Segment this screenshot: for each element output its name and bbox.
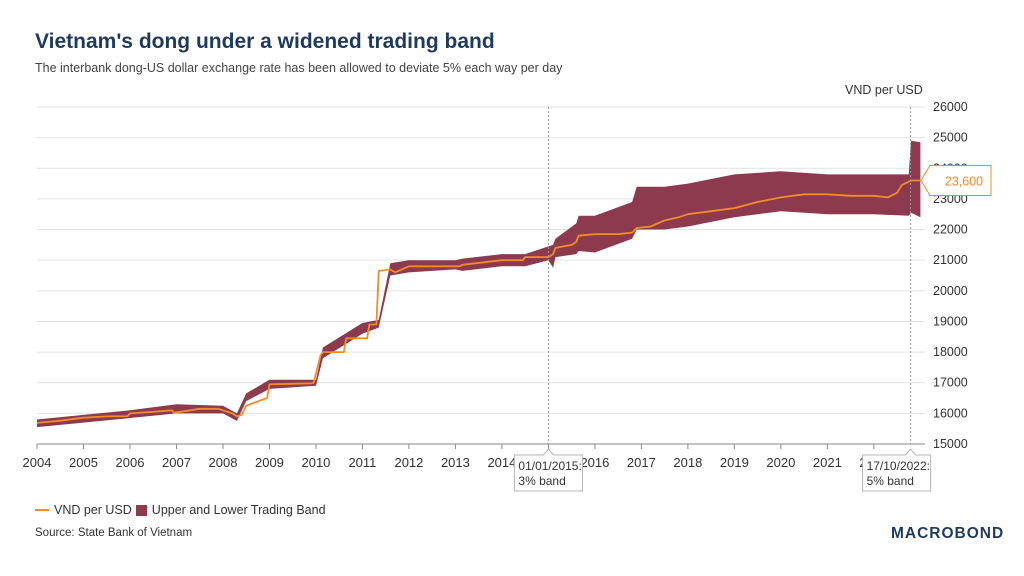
y-tick-label: 22000 <box>933 223 968 237</box>
exchange-rate-series <box>36 179 921 424</box>
y-tick-label: 21000 <box>933 253 968 267</box>
annotation-callout <box>862 448 932 492</box>
x-tick-label: 2009 <box>255 455 284 470</box>
x-tick-label: 2018 <box>673 455 702 470</box>
trading-band-area <box>37 140 921 428</box>
x-tick-label: 2007 <box>162 455 191 470</box>
axes: 15000 16000 17000 18000 19000 20000 21000 22000… <box>23 100 968 470</box>
chart-title: Vietnam's dong under a widened trading b… <box>35 30 495 53</box>
exchange-rate-line <box>36 179 921 424</box>
y-tick-label: 20000 <box>933 284 968 298</box>
x-tick-label: 2019 <box>720 455 749 470</box>
x-tick-label: 2006 <box>116 455 145 470</box>
x-tick-label: 2014 <box>487 455 516 470</box>
y-tick-label: 26000 <box>933 100 968 114</box>
y-tick-label: 16000 <box>933 406 968 420</box>
legend-band-swatch <box>135 504 147 516</box>
y-tick-label: 19000 <box>933 314 968 328</box>
annotation-label-date: 01/01/2015: <box>518 459 581 473</box>
legend-line-swatch <box>35 509 49 511</box>
trading-band <box>37 140 921 428</box>
y-axis-unit-label: VND per USD <box>845 83 923 97</box>
last-value-label: 23,600 <box>945 175 983 189</box>
legend: VND per USD Upper and Lower Trading Band <box>35 503 326 517</box>
x-tick-label: 2011 <box>348 455 376 470</box>
x-tick-label: 2008 <box>209 455 238 470</box>
brand-logo: MACROBOND <box>891 525 1005 542</box>
x-tick-label: 2012 <box>394 455 423 470</box>
last-value-callout <box>920 165 992 197</box>
legend-band-label: Upper and Lower Trading Band <box>151 503 326 517</box>
y-tick-label: 25000 <box>933 131 968 145</box>
x-tick-label: 2004 <box>23 455 52 470</box>
x-tick-label: 2005 <box>69 455 98 470</box>
x-tick-label: 2010 <box>301 455 330 470</box>
annotation-label-band: 3% band <box>518 474 565 488</box>
annotation-label-band: 5% band <box>867 474 914 488</box>
x-tick-label: 2020 <box>766 455 795 470</box>
chart-subtitle: The interbank dong-US dollar exchange ra… <box>35 61 563 75</box>
annotation-label-date: 17/10/2022: <box>867 459 930 473</box>
y-tick-label: 15000 <box>933 437 968 451</box>
x-tick-label: 2017 <box>627 455 656 470</box>
source-note: Source: State Bank of Vietnam <box>35 527 193 539</box>
x-tick-label: 2021 <box>813 455 842 470</box>
x-tick-label: 2013 <box>441 455 470 470</box>
annotation-callout <box>513 448 583 492</box>
x-tick-label: 2016 <box>580 455 609 470</box>
legend-line-label: VND per USD <box>54 503 132 517</box>
y-tick-label: 17000 <box>933 376 968 390</box>
annotations: 01/01/2015:3% band 17/10/2022:5% band 23,6… <box>513 107 992 492</box>
y-tick-label: 18000 <box>933 345 968 359</box>
